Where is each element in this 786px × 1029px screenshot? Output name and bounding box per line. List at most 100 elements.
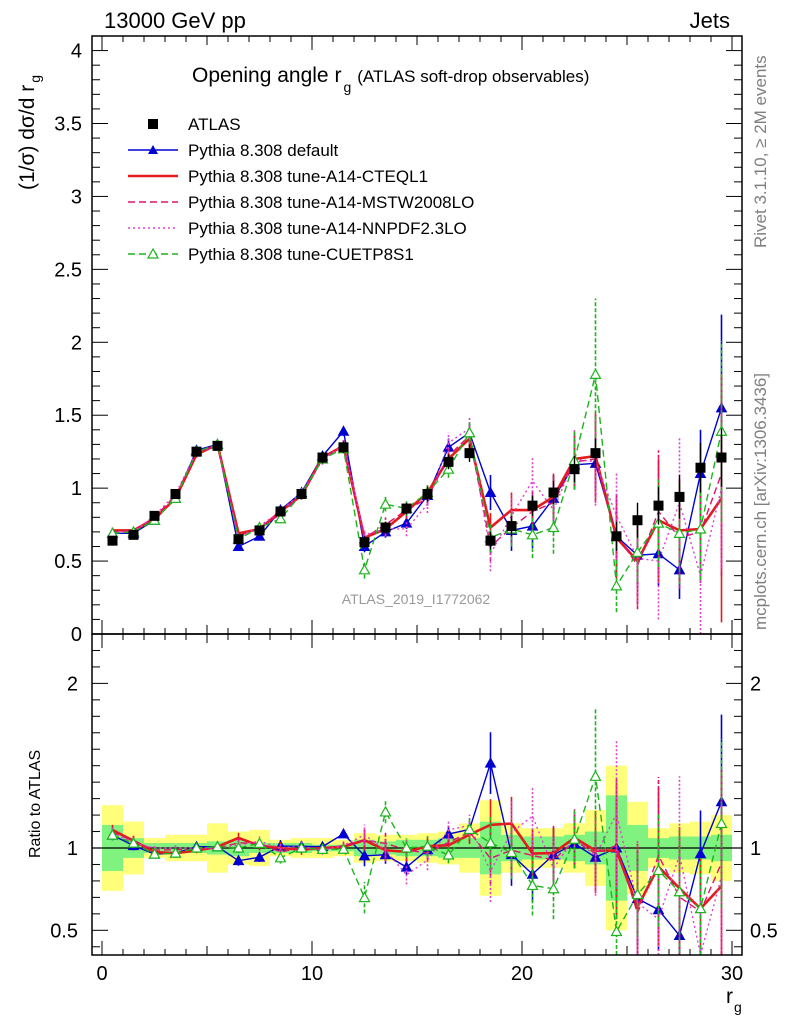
atlas-point (401, 503, 412, 514)
header-process: Jets (690, 8, 730, 33)
series-ratio-point (295, 841, 308, 853)
atlas-point (107, 535, 118, 546)
series-ratio-point (610, 925, 623, 937)
atlas-point (338, 442, 349, 453)
atlas-data (107, 428, 727, 551)
series-ratio-line (112, 811, 723, 956)
y-tick-label: 3.5 (54, 114, 82, 136)
series-ratio-point (253, 851, 266, 862)
series-ratio-point (316, 843, 329, 854)
series-ratio-point (400, 841, 413, 853)
series-point (526, 528, 539, 540)
series-point (253, 530, 266, 541)
series-ratio-point (547, 882, 560, 894)
series-point (463, 426, 476, 438)
series-point (274, 512, 287, 524)
atlas-point (233, 534, 244, 545)
series-ratio-point (442, 848, 455, 860)
ratio-y-tick-label-right: 2 (750, 673, 761, 695)
atlas-point (464, 448, 475, 459)
series-ratio-point (484, 836, 497, 848)
ratio-y-tick-label: 1 (67, 838, 78, 860)
series-ratio-point (337, 827, 350, 839)
atlas-point (275, 506, 286, 517)
series-point (610, 579, 623, 591)
y-tick-label: 0.5 (54, 551, 82, 573)
series-ratio-point (694, 902, 707, 914)
axes: 0 10 20 30 0 0.5 1 1.5 2 2.5 3 3.5 4 0.5 0.5 1 1 2 2 (50, 35, 778, 985)
atlas-point (149, 510, 160, 521)
atlas-point (296, 488, 307, 499)
analysis-watermark: ATLAS_2019_I1772062 (342, 591, 491, 607)
atlas-point (170, 488, 181, 499)
atlas-point (632, 515, 643, 526)
legend-label: Pythia 8.308 tune-A14-MSTW2008LO (188, 193, 474, 212)
y-axis-label-sub: g (27, 75, 43, 83)
x-axis-label-main: r (726, 985, 733, 1008)
x-axis-label: rg (726, 985, 742, 1015)
rivet-version-label: Rivet 3.1.10, ≥ 2M events (751, 55, 770, 248)
legend-marker (148, 145, 158, 154)
atlas-point (674, 491, 685, 502)
series-point (484, 486, 497, 498)
legend: ATLAS Pythia 8.308 default Pythia 8.308 tu… (128, 115, 474, 264)
atlas-point (191, 446, 202, 457)
series-ratio-point (190, 841, 203, 853)
atlas-point (653, 500, 664, 511)
x-axis-label-sub: g (734, 999, 742, 1015)
series-ratio-point (715, 817, 728, 829)
series-ratio-point (337, 843, 350, 854)
series-ratio-point (421, 840, 434, 851)
plot-title-suffix: (ATLAS soft-drop observables) (357, 67, 589, 86)
mcplots-reference-label: mcplots.cern.ch [arXiv:1306.3436] (751, 373, 770, 630)
series-ratio-point (211, 840, 224, 852)
series-point (631, 546, 644, 557)
series-ratio-point (232, 854, 245, 866)
series-ratio-point (463, 823, 476, 835)
y-tick-label: 3 (71, 186, 82, 208)
y-tick-label: 4 (71, 41, 82, 63)
y-tick-label: 0 (71, 624, 82, 646)
atlas-point (485, 535, 496, 546)
atlas-point (380, 522, 391, 533)
series-line (112, 427, 723, 579)
series-point (694, 522, 707, 534)
ratio-y-tick-label-right: 1 (750, 838, 761, 860)
legend-label: Pythia 8.308 default (188, 141, 339, 160)
y-axis-label: (1/σ) dσ/d r g (16, 75, 43, 190)
atlas-point (254, 525, 265, 536)
series-point (547, 521, 560, 533)
plot-title-sub: g (343, 79, 351, 95)
legend-atlas-marker (148, 119, 158, 129)
series-ratio-point (568, 833, 581, 844)
series-ratio-point (274, 851, 287, 863)
legend-label: Pythia 8.308 tune-CUETP8S1 (188, 245, 414, 264)
atlas-point (443, 456, 454, 467)
series-ratio-line (112, 776, 723, 934)
atlas-point (590, 448, 601, 459)
series-point (337, 425, 350, 436)
series-ratio-point (526, 879, 539, 891)
series-ratio-point (148, 847, 161, 859)
series-ratio-point (505, 846, 518, 858)
series-ratio-point (253, 837, 266, 848)
ratio-panel-series (106, 707, 728, 956)
legend-label: Pythia 8.308 tune-A14-NNPDF2.3LO (188, 219, 467, 238)
main-panel-series (106, 298, 728, 634)
atlas-point (317, 452, 328, 463)
series-ratio-point (358, 891, 371, 903)
series-ratio-point (379, 805, 392, 817)
legend-marker (146, 247, 160, 259)
series-ratio-point (694, 847, 707, 859)
series-ratio-point (169, 846, 182, 858)
y-tick-label: 2.5 (54, 259, 82, 281)
header-energy: 13000 GeV pp (104, 8, 246, 33)
y-tick-label: 1 (71, 478, 82, 500)
series-point (673, 527, 686, 538)
plot-title-main: Opening angle r (192, 64, 341, 87)
atlas-point (359, 537, 370, 548)
y-tick-label: 1.5 (54, 405, 82, 427)
atlas-point (695, 462, 706, 473)
series-ratio-point (652, 864, 665, 876)
